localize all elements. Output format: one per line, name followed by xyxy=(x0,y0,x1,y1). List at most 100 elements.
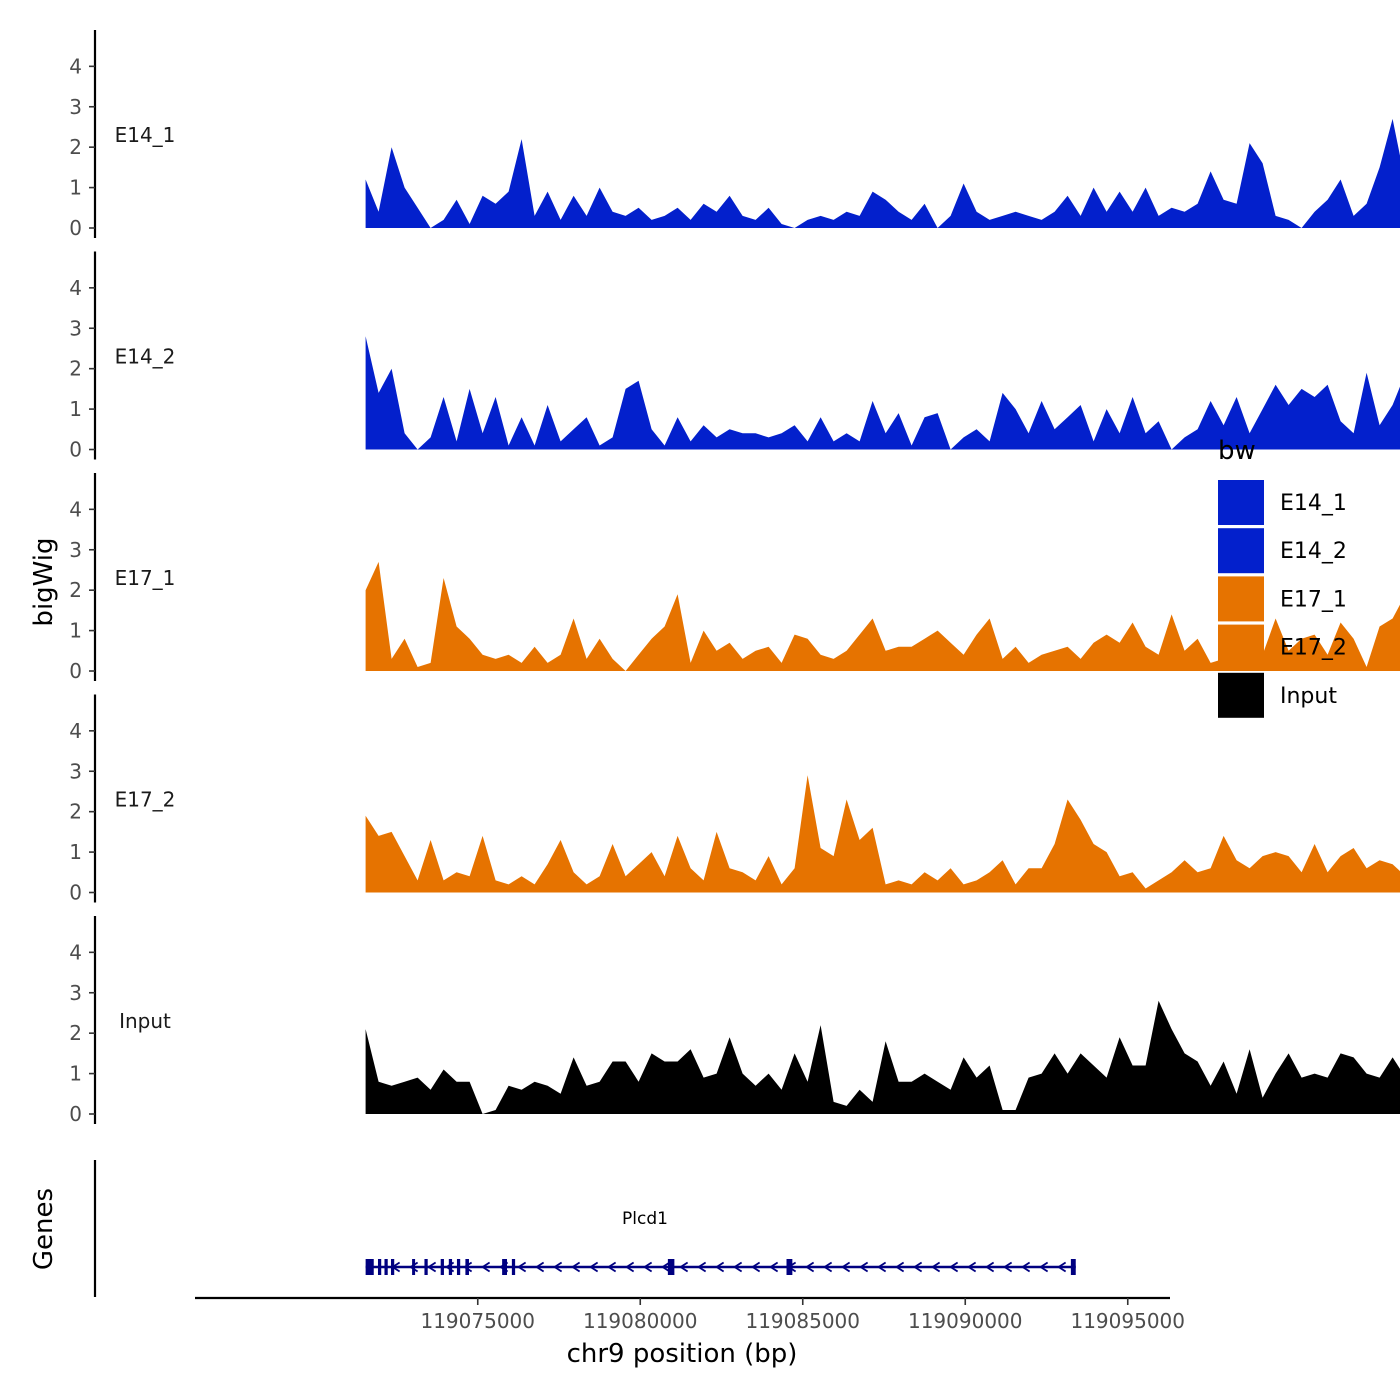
gene-exon xyxy=(448,1259,453,1275)
strand-arrow xyxy=(876,1261,887,1273)
gene-exon xyxy=(412,1259,416,1275)
strand-arrow xyxy=(462,1261,473,1273)
track-e17-2-y-tick-label: 2 xyxy=(69,800,82,824)
strand-arrow xyxy=(912,1261,923,1273)
track-e14-1-y-tick-label: 1 xyxy=(69,176,82,200)
strand-arrow xyxy=(822,1261,833,1273)
x-axis-title: chr9 position (bp) xyxy=(567,1339,798,1369)
y-axis-title: bigWig xyxy=(29,537,59,626)
strand-arrow xyxy=(678,1261,689,1273)
track-input-y-tick-label: 0 xyxy=(69,1102,82,1126)
track-e14-2-y-tick-label: 0 xyxy=(69,438,82,462)
track-e17-2-y-tick-label: 1 xyxy=(69,840,82,864)
track-e14-2-y-tick-label: 1 xyxy=(69,397,82,421)
track-e14-2-coverage-area xyxy=(365,336,1400,450)
x-tick-label: 119095000 xyxy=(1070,1309,1185,1333)
track-e14-1-y-tick-label: 2 xyxy=(69,135,82,159)
strand-arrow xyxy=(714,1261,725,1273)
strand-arrow xyxy=(1002,1261,1013,1273)
track-input-y-tick-label: 1 xyxy=(69,1062,82,1086)
x-axis-ticks: 119075000 119080000 119085000 119090000 1190… xyxy=(420,1298,1185,1333)
strand-arrow xyxy=(606,1261,617,1273)
track-e17-1-y-tick-label: 3 xyxy=(69,538,82,562)
track-e14-1-coverage-area xyxy=(365,118,1400,228)
x-tick-label: 119080000 xyxy=(583,1309,698,1333)
gene-exon xyxy=(377,1259,382,1275)
track-e14-1-y-tick-label: 4 xyxy=(69,54,82,78)
strand-arrow xyxy=(768,1261,779,1273)
strand-arrow xyxy=(534,1261,545,1273)
track-e14-2-y-tick-label: 4 xyxy=(69,276,82,300)
strand-arrow xyxy=(948,1261,959,1273)
strand-arrow xyxy=(552,1261,563,1273)
gene-panel: Genes Plcd1 xyxy=(29,1160,1076,1297)
track-input-y-tick-label: 2 xyxy=(69,1021,82,1045)
track-input-y-tick-label: 4 xyxy=(69,940,82,964)
x-tick-label: 119075000 xyxy=(420,1309,535,1333)
track-input-label: Input xyxy=(119,1009,171,1033)
track-e17-2-y-tick-label: 4 xyxy=(69,719,82,743)
strand-arrow xyxy=(660,1261,671,1273)
strand-arrow xyxy=(408,1261,419,1273)
track-e17-1-y-tick-label: 4 xyxy=(69,497,82,521)
legend-swatch-e14-2 xyxy=(1218,528,1264,574)
legend-swatch-e17-1 xyxy=(1218,576,1264,622)
track-e17-2-label: E17_2 xyxy=(115,788,176,812)
strand-arrow xyxy=(480,1261,491,1273)
gene-exon xyxy=(786,1259,793,1275)
strand-arrow xyxy=(642,1261,653,1273)
track-e17-1-y-tick-label: 0 xyxy=(69,659,82,683)
x-axis: 119075000 119080000 119085000 119090000 1190… xyxy=(195,1296,1185,1369)
gene-exon xyxy=(365,1259,374,1275)
track-e17-1-coverage-area xyxy=(365,561,1400,671)
strand-arrow xyxy=(984,1261,995,1273)
strand-arrow xyxy=(966,1261,977,1273)
strand-arrow xyxy=(696,1261,707,1273)
track-input-coverage-area xyxy=(365,1000,1400,1114)
track-e17-1-y-tick-label: 2 xyxy=(69,578,82,602)
legend: bw E14_1 E14_2 E17_1 E17_2 Input xyxy=(1218,436,1347,718)
legend-label-input: Input xyxy=(1280,684,1337,709)
legend-label-e17-1: E17_1 xyxy=(1280,587,1347,612)
track-e17-2-coverage-area xyxy=(365,775,1400,893)
strand-arrow xyxy=(732,1261,743,1273)
track-e14-2: 0 1 2 3 4 E14_2 xyxy=(69,251,1400,462)
strand-arrow xyxy=(624,1261,635,1273)
strand-arrow xyxy=(930,1261,941,1273)
track-input-y-tick-label: 3 xyxy=(69,981,82,1005)
legend-title: bw xyxy=(1218,436,1256,466)
legend-label-e14-2: E14_2 xyxy=(1280,539,1347,564)
gene-exon xyxy=(1070,1259,1076,1275)
strand-arrow xyxy=(840,1261,851,1273)
strand-arrow xyxy=(804,1261,815,1273)
legend-swatch-e14-1 xyxy=(1218,480,1264,525)
track-e14-2-y-tick-label: 3 xyxy=(69,316,82,340)
coverage-tracks: 0 1 2 3 4 E14_1 0 1 2 3 4 E14_2 0 1 2 3 4 E17_1 0 1 2 3 4 E17_2… xyxy=(69,30,1400,1126)
strand-arrow xyxy=(588,1261,599,1273)
track-e17-2-y-tick-label: 3 xyxy=(69,759,82,783)
track-e17-2: 0 1 2 3 4 E17_2 xyxy=(69,694,1400,905)
gene-label-plcd1: Plcd1 xyxy=(622,1209,668,1229)
gene-exon xyxy=(424,1259,428,1275)
track-e14-1-y-tick-label: 0 xyxy=(69,216,82,240)
track-e17-1: 0 1 2 3 4 E17_1 xyxy=(69,473,1400,683)
legend-swatch-e17-2 xyxy=(1218,624,1264,670)
gene-exon xyxy=(390,1259,395,1275)
strand-arrow xyxy=(750,1261,761,1273)
legend-label-e17-2: E17_2 xyxy=(1280,636,1347,661)
strand-arrow xyxy=(516,1261,527,1273)
legend-items: E14_1 E14_2 E17_1 E17_2 Input xyxy=(1218,480,1347,718)
track-e17-1-y-tick-label: 1 xyxy=(69,619,82,643)
gene-model xyxy=(365,1259,1076,1275)
strand-arrow xyxy=(894,1261,905,1273)
strand-arrow xyxy=(1056,1261,1067,1273)
legend-label-e14-1: E14_1 xyxy=(1280,491,1347,516)
track-e14-2-y-tick-label: 2 xyxy=(69,357,82,381)
gene-exon xyxy=(502,1259,507,1275)
strand-arrow xyxy=(570,1261,581,1273)
track-e17-1-label: E17_1 xyxy=(115,566,176,590)
track-e17-2-y-tick-label: 0 xyxy=(69,881,82,905)
strand-arrow xyxy=(426,1261,437,1273)
gene-exon xyxy=(511,1259,516,1275)
